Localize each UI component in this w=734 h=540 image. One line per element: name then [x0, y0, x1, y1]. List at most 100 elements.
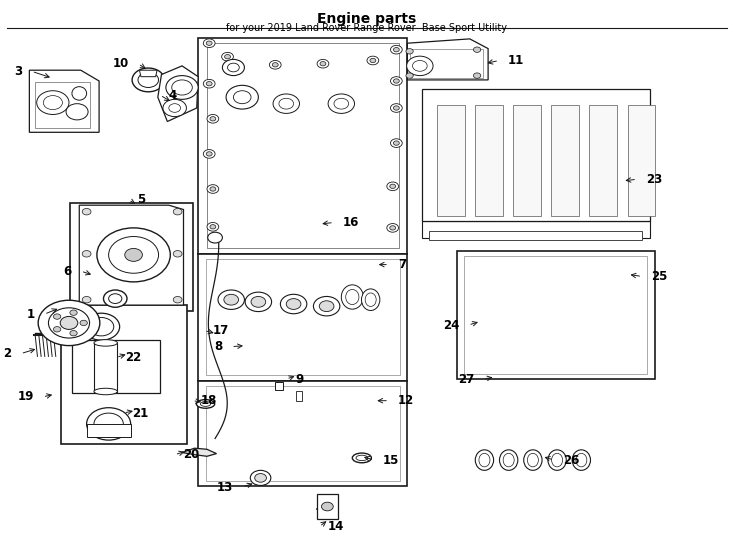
Text: 9: 9 — [295, 373, 303, 386]
Bar — [198, 38, 407, 254]
Text: 8: 8 — [214, 340, 222, 353]
Text: 6: 6 — [64, 265, 72, 278]
Circle shape — [82, 208, 91, 215]
Text: 20: 20 — [184, 448, 200, 461]
Circle shape — [94, 413, 123, 435]
Circle shape — [407, 56, 433, 76]
Circle shape — [169, 104, 181, 112]
Polygon shape — [139, 70, 157, 77]
Text: 12: 12 — [398, 394, 414, 407]
Circle shape — [226, 85, 258, 109]
Circle shape — [390, 104, 402, 112]
Bar — [628, 105, 655, 216]
Text: 3: 3 — [15, 65, 23, 78]
Circle shape — [251, 296, 266, 307]
Circle shape — [473, 47, 481, 52]
Bar — [551, 105, 579, 216]
Text: 19: 19 — [18, 390, 34, 403]
Ellipse shape — [94, 388, 117, 395]
Bar — [206, 386, 400, 481]
Circle shape — [320, 62, 326, 66]
Bar — [437, 105, 465, 216]
Bar — [70, 202, 193, 310]
Circle shape — [273, 94, 299, 113]
Circle shape — [390, 184, 396, 188]
Circle shape — [406, 73, 413, 78]
Circle shape — [390, 45, 402, 54]
Circle shape — [334, 98, 349, 109]
Circle shape — [48, 308, 90, 338]
Circle shape — [203, 39, 215, 48]
Text: 2: 2 — [4, 347, 12, 360]
Circle shape — [87, 408, 131, 440]
Circle shape — [225, 55, 230, 59]
Polygon shape — [158, 66, 198, 122]
Circle shape — [82, 251, 91, 257]
Bar — [317, 494, 338, 519]
Circle shape — [206, 82, 212, 86]
Text: 22: 22 — [125, 351, 141, 364]
Circle shape — [406, 49, 413, 54]
Ellipse shape — [475, 450, 493, 470]
Text: 25: 25 — [651, 270, 667, 283]
Text: 24: 24 — [443, 319, 459, 332]
Text: 5: 5 — [137, 193, 145, 206]
Circle shape — [313, 296, 340, 316]
Polygon shape — [407, 39, 488, 80]
Circle shape — [60, 316, 78, 329]
Circle shape — [89, 318, 114, 336]
Ellipse shape — [366, 293, 376, 306]
Text: 10: 10 — [113, 57, 129, 70]
Circle shape — [473, 73, 481, 78]
Circle shape — [173, 251, 182, 257]
Text: 11: 11 — [508, 54, 524, 67]
Circle shape — [393, 79, 399, 83]
Circle shape — [206, 41, 212, 45]
Bar — [457, 251, 655, 379]
Ellipse shape — [352, 453, 371, 463]
Circle shape — [207, 222, 219, 231]
Circle shape — [82, 296, 91, 303]
Circle shape — [328, 94, 355, 113]
Text: 7: 7 — [398, 258, 406, 271]
Circle shape — [206, 152, 212, 156]
Circle shape — [172, 80, 192, 95]
Circle shape — [370, 58, 376, 63]
Circle shape — [286, 299, 301, 309]
Circle shape — [280, 294, 307, 314]
Circle shape — [250, 470, 271, 485]
Circle shape — [203, 79, 215, 88]
Text: 1: 1 — [27, 308, 35, 321]
Circle shape — [228, 63, 239, 72]
Text: 23: 23 — [646, 173, 662, 186]
Bar — [87, 424, 131, 437]
Bar — [422, 89, 650, 221]
Ellipse shape — [341, 285, 363, 309]
Bar — [422, 221, 650, 238]
Text: 16: 16 — [343, 216, 359, 229]
Text: 15: 15 — [383, 454, 399, 467]
Ellipse shape — [499, 450, 517, 470]
Bar — [464, 256, 647, 374]
Circle shape — [390, 139, 402, 147]
Polygon shape — [182, 448, 217, 456]
Bar — [275, 382, 283, 390]
Circle shape — [207, 114, 219, 123]
Text: 27: 27 — [458, 373, 474, 386]
Bar — [198, 254, 407, 381]
Ellipse shape — [72, 86, 87, 100]
Circle shape — [103, 290, 127, 307]
Bar — [61, 305, 187, 444]
Text: 14: 14 — [328, 520, 344, 533]
Circle shape — [387, 182, 399, 191]
Circle shape — [387, 224, 399, 232]
Circle shape — [138, 72, 159, 87]
Circle shape — [70, 310, 77, 315]
Bar — [296, 391, 302, 401]
Text: 13: 13 — [217, 481, 233, 494]
Text: 4: 4 — [169, 89, 177, 102]
Bar — [513, 105, 541, 216]
Circle shape — [245, 292, 272, 312]
Bar — [410, 49, 483, 78]
Circle shape — [173, 208, 182, 215]
